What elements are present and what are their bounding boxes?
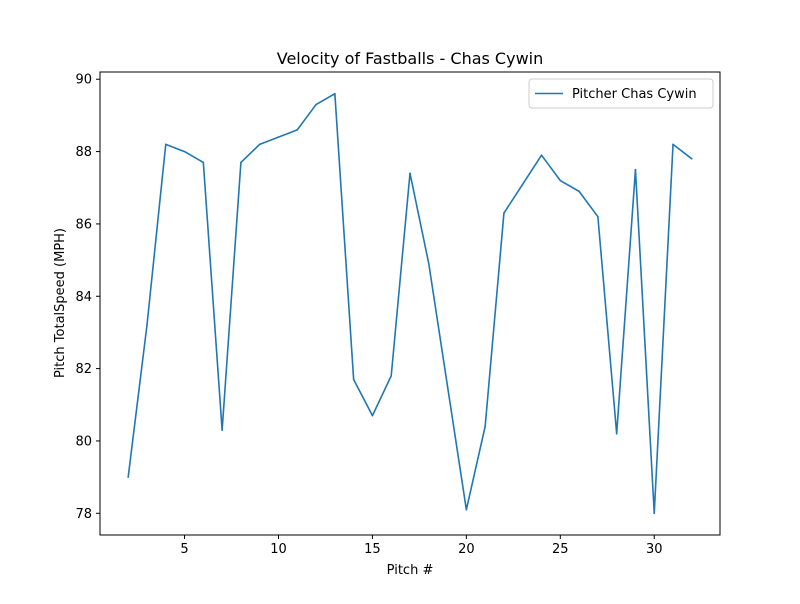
y-tick-label: 78 [75, 507, 92, 522]
data-point [202, 161, 205, 164]
data-point [296, 129, 299, 131]
data-point [446, 385, 449, 388]
y-tick-label: 90 [75, 73, 92, 88]
data-point [127, 476, 129, 478]
legend-label: Pitcher Chas Cywin [572, 87, 697, 102]
data-point [164, 143, 167, 146]
data-point [146, 324, 148, 327]
data-point [503, 212, 505, 214]
data-point [427, 262, 430, 265]
y-tick-label: 82 [75, 362, 92, 377]
x-tick-label: 20 [458, 542, 475, 557]
data-point [691, 158, 693, 160]
data-point [578, 190, 580, 193]
data-point [221, 429, 223, 431]
x-axis-label: Pitch # [387, 563, 434, 578]
data-point [240, 161, 242, 164]
data-point [352, 378, 355, 381]
y-axis-label: Pitch TotalSpeed (MPH) [53, 228, 68, 378]
data-point [521, 183, 524, 185]
x-tick-label: 25 [552, 542, 569, 557]
data-point [540, 154, 543, 156]
data-point [315, 103, 317, 106]
y-tick-label: 88 [75, 145, 92, 160]
x-tick-label: 5 [180, 542, 188, 557]
data-point [334, 92, 336, 95]
chart-title: Velocity of Fastballs - Chas Cywin [277, 49, 544, 68]
axes-frame [99, 71, 721, 536]
data-point [634, 168, 637, 171]
data-point [183, 150, 186, 153]
x-tick-label: 10 [270, 542, 287, 557]
x-tick-label: 15 [364, 542, 381, 557]
data-point [672, 143, 674, 146]
data-point [597, 215, 599, 218]
y-tick-label: 80 [75, 434, 92, 449]
data-point [390, 375, 393, 377]
plot-area: 5 10 15 20 25 30 78 80 82 84 86 88 90 Pitcher Chas Cy… [75, 71, 721, 557]
data-point [615, 432, 618, 435]
y-tick-label: 86 [75, 217, 92, 232]
legend-box [528, 78, 714, 109]
x-tick-label: 30 [646, 542, 663, 557]
data-point [653, 512, 656, 515]
data-point [484, 425, 486, 428]
data-point [465, 508, 468, 511]
data-point [258, 143, 261, 146]
data-point [559, 179, 562, 182]
data-point [409, 172, 411, 175]
data-point [277, 136, 280, 138]
data-point [371, 414, 374, 417]
y-tick-label: 84 [75, 290, 92, 305]
